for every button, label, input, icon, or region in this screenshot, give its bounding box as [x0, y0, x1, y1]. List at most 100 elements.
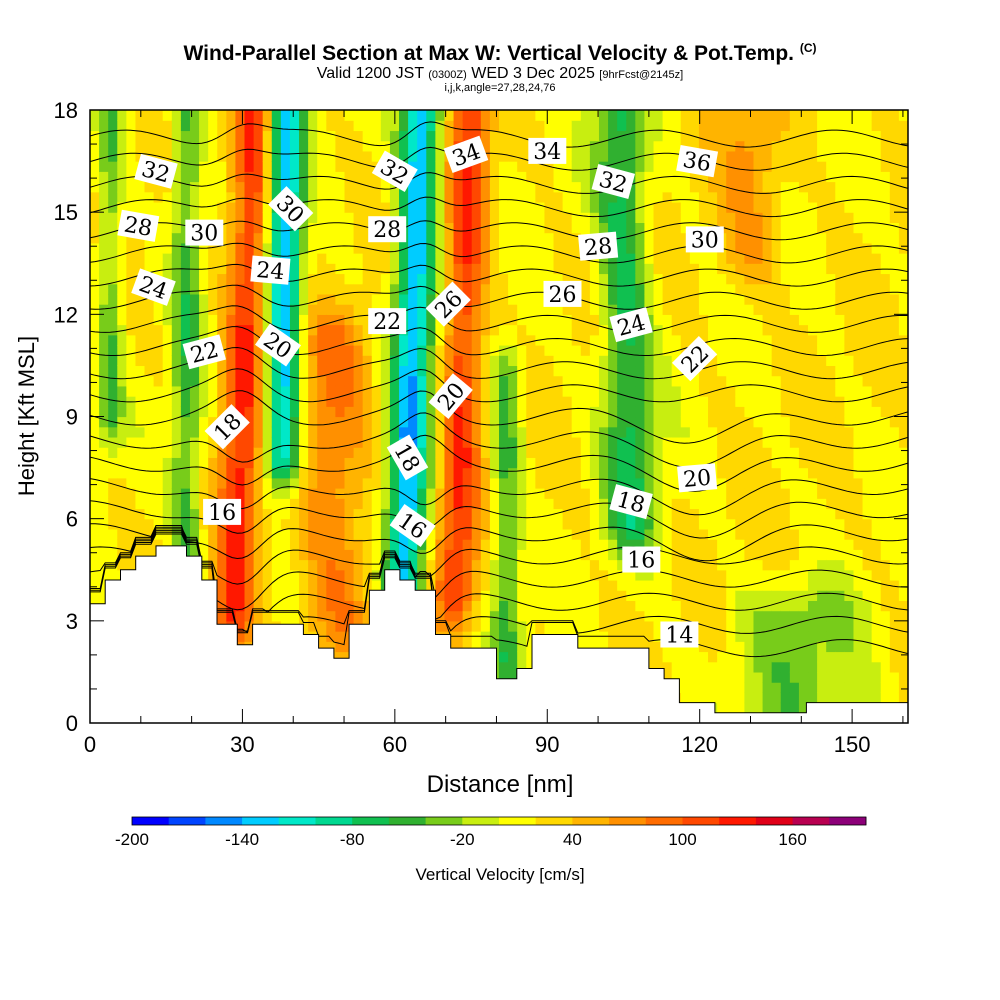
velocity-cell: [371, 140, 382, 152]
velocity-cell: [644, 600, 655, 612]
velocity-cell: [826, 232, 836, 244]
velocity-cell: [90, 447, 100, 458]
velocity-cell: [299, 549, 309, 561]
velocity-cell: [480, 426, 491, 438]
velocity-cell: [489, 293, 500, 305]
velocity-cell: [453, 447, 464, 458]
velocity-cell: [335, 150, 346, 162]
velocity-cell: [580, 273, 591, 285]
velocity-cell: [344, 283, 355, 295]
velocity-cell: [789, 385, 800, 397]
velocity-cell: [689, 539, 700, 550]
velocity-cell: [480, 130, 491, 142]
velocity-cell: [589, 477, 600, 489]
velocity-cell: [244, 150, 255, 162]
velocity-cell: [517, 579, 527, 591]
velocity-cell: [380, 385, 391, 397]
velocity-cell: [244, 181, 255, 193]
velocity-cell: [617, 355, 627, 367]
velocity-cell: [108, 528, 118, 540]
velocity-cell: [280, 396, 291, 407]
velocity-cell: [526, 539, 536, 550]
velocity-cell: [117, 201, 127, 213]
velocity-cell: [771, 651, 782, 663]
velocity-cell: [544, 467, 555, 479]
velocity-cell: [280, 120, 291, 132]
velocity-cell: [735, 671, 745, 683]
velocity-cell: [162, 385, 173, 397]
velocity-cell: [189, 508, 200, 520]
velocity-cell: [744, 631, 755, 642]
velocity-cell: [308, 334, 318, 346]
velocity-cell: [208, 467, 218, 479]
velocity-cell: [826, 671, 836, 683]
velocity-cell: [626, 579, 636, 591]
velocity-cell: [835, 181, 845, 193]
velocity-cell: [644, 304, 655, 315]
velocity-cell: [180, 140, 191, 152]
velocity-cell: [598, 283, 609, 295]
velocity-cell: [99, 477, 109, 489]
velocity-cell: [717, 508, 727, 520]
velocity-cell: [780, 130, 791, 142]
velocity-cell: [489, 477, 500, 489]
velocity-cell: [280, 426, 291, 438]
velocity-cell: [489, 641, 500, 653]
velocity-cell: [335, 293, 346, 305]
velocity-cell: [371, 579, 382, 591]
velocity-cell: [517, 508, 527, 520]
velocity-cell: [653, 641, 664, 653]
velocity-cell: [762, 355, 773, 367]
velocity-cell: [408, 375, 418, 387]
velocity-cell: [326, 447, 336, 458]
velocity-cell: [635, 171, 646, 183]
velocity-cell: [698, 569, 709, 581]
velocity-cell: [408, 426, 418, 438]
velocity-cell: [153, 436, 164, 448]
velocity-cell: [426, 232, 436, 244]
velocity-cell: [380, 344, 391, 356]
velocity-cell: [662, 549, 673, 561]
velocity-cell: [808, 416, 818, 428]
velocity-cell: [371, 416, 382, 428]
velocity-cell: [399, 396, 409, 407]
velocity-cell: [780, 161, 791, 172]
velocity-cell: [789, 201, 800, 213]
velocity-cell: [680, 447, 691, 458]
velocity-cell: [399, 293, 409, 305]
velocity-cell: [335, 283, 346, 295]
velocity-cell: [444, 467, 455, 479]
velocity-cell: [726, 365, 736, 377]
velocity-cell: [326, 344, 336, 356]
velocity-cell: [335, 488, 346, 499]
velocity-cell: [780, 273, 791, 285]
velocity-cell: [489, 201, 500, 213]
velocity-cell: [144, 344, 155, 356]
velocity-cell: [653, 334, 664, 346]
velocity-cell: [662, 416, 673, 428]
velocity-cell: [598, 334, 609, 346]
velocity-cell: [317, 457, 327, 469]
velocity-cell: [299, 283, 309, 295]
velocity-cell: [680, 539, 691, 550]
velocity-cell: [817, 365, 827, 377]
velocity-cell: [571, 120, 582, 132]
velocity-cell: [535, 365, 546, 377]
velocity-cell: [426, 161, 436, 172]
velocity-cell: [508, 549, 518, 561]
velocity-cell: [244, 416, 255, 428]
velocity-cell: [217, 579, 227, 591]
velocity-cell: [744, 314, 755, 326]
velocity-cell: [499, 610, 509, 622]
velocity-cell: [608, 569, 618, 581]
velocity-cell: [662, 130, 673, 142]
velocity-cell: [262, 477, 273, 489]
velocity-cell: [762, 702, 773, 714]
velocity-cell: [617, 457, 627, 469]
velocity-cell: [253, 559, 264, 571]
velocity-cell: [735, 600, 745, 612]
velocity-cell: [617, 293, 627, 305]
velocity-cell: [708, 498, 718, 510]
velocity-cell: [617, 201, 627, 213]
velocity-cell: [180, 253, 191, 264]
